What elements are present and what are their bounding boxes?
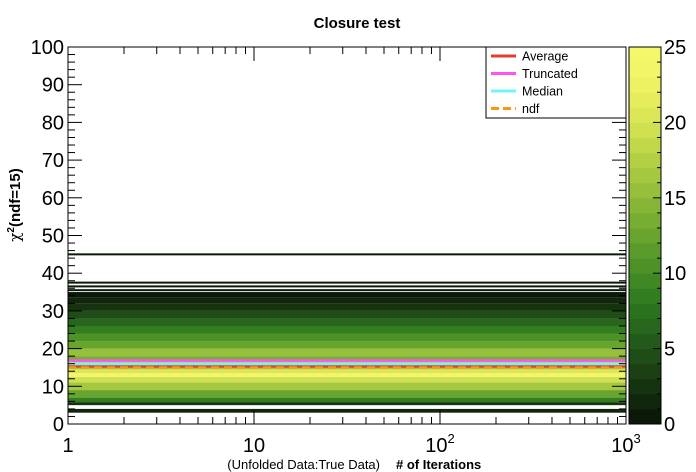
color-bar-segment bbox=[629, 77, 661, 93]
color-bar-label: 0 bbox=[664, 414, 675, 436]
density-band bbox=[68, 325, 626, 334]
series-lines bbox=[68, 359, 626, 369]
density-band bbox=[68, 285, 626, 288]
y-tick-label: 90 bbox=[42, 75, 64, 97]
x-tick-base: 1 bbox=[62, 435, 73, 457]
density-band bbox=[68, 390, 626, 398]
color-bar-segment bbox=[629, 378, 661, 395]
color-bar-label: 20 bbox=[664, 112, 686, 134]
x-tick-base: 10 bbox=[611, 435, 633, 457]
x-axis-label-prefix: (Unfolded Data:True Data) bbox=[227, 457, 380, 472]
color-bar-segment bbox=[629, 197, 661, 214]
y-tick-label: 40 bbox=[42, 263, 64, 285]
density-band bbox=[68, 356, 626, 362]
legend-label: ndf bbox=[522, 102, 540, 116]
color-bar-segment bbox=[629, 122, 661, 138]
legend-label: Average bbox=[522, 50, 568, 64]
x-tick-exponent: 2 bbox=[448, 431, 455, 446]
y-tick-label: 60 bbox=[42, 188, 64, 210]
color-bar-label: 15 bbox=[664, 188, 686, 210]
color-bar-segment bbox=[629, 62, 661, 78]
density-bands bbox=[68, 253, 626, 413]
density-band bbox=[68, 376, 626, 383]
color-bar-segment bbox=[629, 348, 661, 365]
color-bar: 0 5 10 15 20 25 bbox=[628, 37, 686, 436]
y-tick-label: 50 bbox=[42, 226, 64, 248]
y-tick-label: 30 bbox=[42, 301, 64, 323]
x-tick-label: 103 bbox=[611, 431, 640, 457]
color-bar-segment bbox=[629, 243, 661, 259]
x-tick-base: 10 bbox=[425, 435, 447, 457]
x-axis-label: # of Iterations bbox=[396, 457, 481, 472]
color-bar-segment bbox=[629, 303, 661, 319]
chart-title: Closure test bbox=[314, 15, 401, 32]
legend-label: Truncated bbox=[522, 67, 578, 81]
x-tick-exponent: 3 bbox=[634, 431, 641, 446]
color-bar-segment bbox=[629, 273, 661, 289]
legend-label: Median bbox=[522, 85, 563, 99]
y-tick-label: 0 bbox=[53, 414, 64, 436]
color-bar-segment bbox=[629, 227, 661, 244]
density-band bbox=[68, 281, 626, 284]
density-band bbox=[68, 397, 626, 403]
x-tick-label: 10 bbox=[243, 435, 265, 457]
color-bar-label: 5 bbox=[664, 339, 675, 361]
density-band bbox=[68, 382, 626, 391]
density-band bbox=[68, 297, 626, 304]
y-axis-label-chi: χ bbox=[6, 233, 24, 242]
color-bar-segment bbox=[629, 318, 661, 335]
color-bar-frame bbox=[628, 46, 662, 425]
color-bar-segment bbox=[629, 182, 661, 199]
y-tick-label: 70 bbox=[42, 150, 64, 172]
density-band bbox=[68, 289, 626, 292]
density-band bbox=[68, 292, 626, 298]
color-bar-segment bbox=[629, 288, 661, 304]
density-band bbox=[68, 348, 626, 357]
color-bar-segment bbox=[629, 152, 661, 169]
color-bar-segment bbox=[629, 167, 661, 184]
color-bar-segment bbox=[629, 107, 661, 123]
color-bar-segment bbox=[629, 137, 661, 154]
density-band bbox=[68, 303, 626, 311]
density-band bbox=[68, 373, 626, 377]
density-band bbox=[68, 333, 626, 342]
density-band bbox=[68, 402, 626, 406]
legend-box bbox=[485, 46, 627, 119]
y-axis: 0 10 20 30 40 50 60 70 80 90 100 bbox=[31, 37, 626, 436]
color-bar-segment bbox=[629, 92, 661, 108]
y-tick-label: 10 bbox=[42, 376, 64, 398]
color-bar-label: 25 bbox=[664, 37, 686, 59]
y-tick-label: 80 bbox=[42, 112, 64, 134]
x-tick-label: 1 bbox=[62, 435, 73, 457]
color-bar-segment bbox=[629, 408, 661, 425]
y-tick-label: 100 bbox=[31, 37, 64, 59]
density-band bbox=[68, 341, 626, 349]
x-axis: 1 10 102 103 bbox=[62, 47, 641, 457]
y-axis-label: χ2(ndf=15) bbox=[6, 168, 24, 241]
color-bar-segment bbox=[629, 363, 661, 380]
density-band bbox=[68, 253, 626, 256]
color-bar-segment bbox=[629, 47, 661, 63]
y-axis-label-rest: (ndf=15) bbox=[7, 168, 24, 227]
density-band bbox=[68, 318, 626, 326]
density-band bbox=[68, 369, 626, 374]
x-tick-base: 10 bbox=[243, 435, 265, 457]
density-band bbox=[68, 310, 626, 319]
y-axis-label-sup: 2 bbox=[6, 227, 17, 233]
density-band bbox=[68, 408, 626, 413]
y-tick-label: 20 bbox=[42, 339, 64, 361]
x-tick-label: 102 bbox=[425, 431, 454, 457]
color-bar-segment bbox=[629, 258, 661, 274]
legend: Average Truncated Median ndf bbox=[485, 46, 627, 119]
color-bar-segment bbox=[629, 393, 661, 410]
color-bar-segment bbox=[629, 333, 661, 350]
color-bar-label: 10 bbox=[664, 263, 686, 285]
color-bar-segment bbox=[629, 212, 661, 229]
